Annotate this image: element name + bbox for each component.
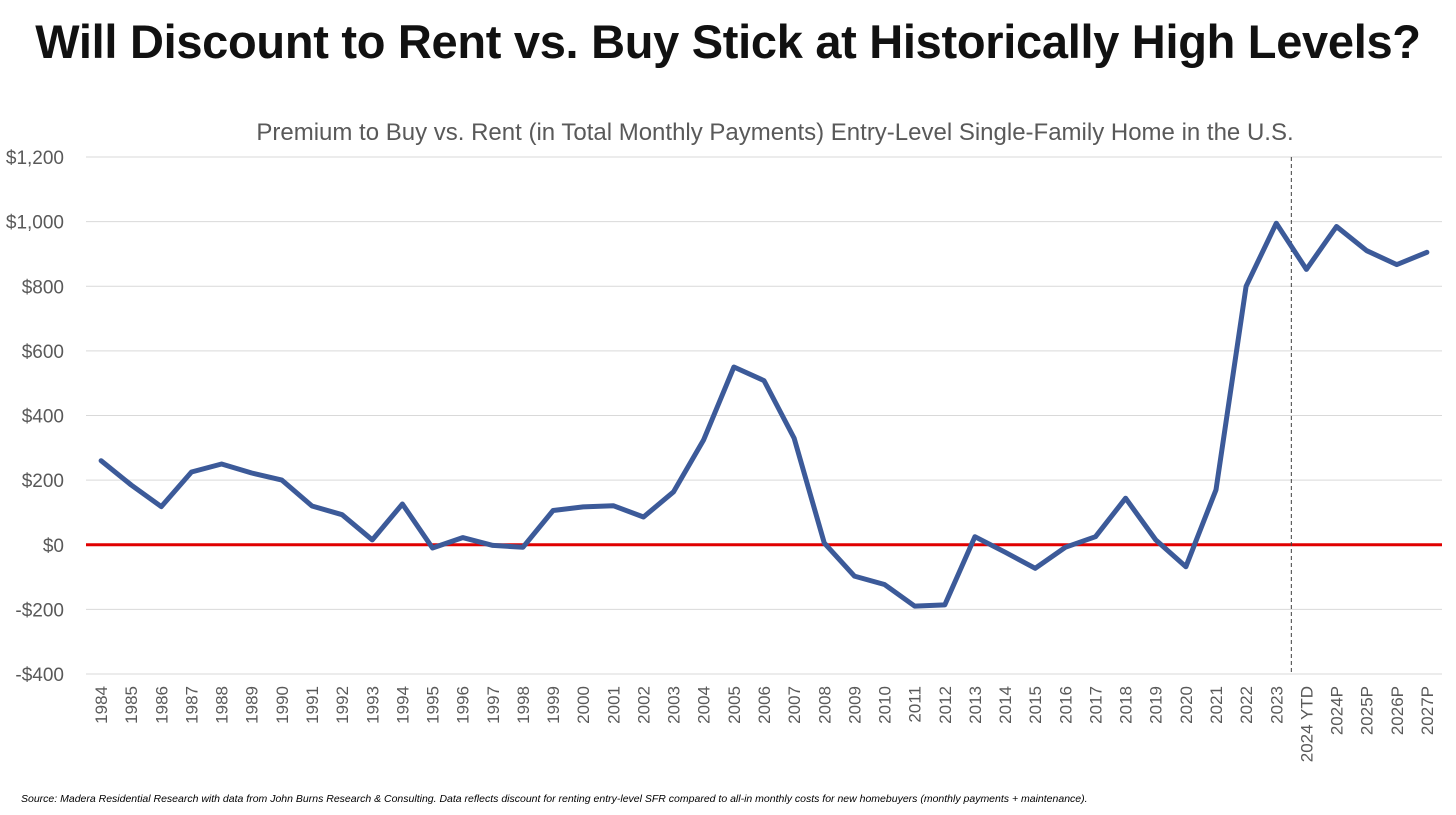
x-tick-label: 1997 xyxy=(484,686,503,724)
x-tick-label: 2015 xyxy=(1026,686,1045,724)
x-tick-label: 1988 xyxy=(213,686,232,724)
x-tick-label: 2024P xyxy=(1328,686,1347,735)
y-tick-label: -$200 xyxy=(15,600,64,621)
x-tick-label: 2005 xyxy=(725,686,744,724)
grid-lines xyxy=(86,156,1442,675)
x-tick-label: 2001 xyxy=(604,686,623,724)
y-tick-label: $1,000 xyxy=(6,213,64,234)
x-tick-label: 2009 xyxy=(845,686,864,724)
x-tick-label: 2002 xyxy=(634,686,653,724)
x-tick-label: 1986 xyxy=(152,686,171,724)
series-layer xyxy=(98,220,1430,609)
x-tick-label: 1998 xyxy=(514,686,533,724)
x-tick-label: 2008 xyxy=(815,686,834,724)
x-tick-label: 2020 xyxy=(1177,686,1196,724)
x-tick-label: 2004 xyxy=(695,686,714,724)
x-tick-label: 2023 xyxy=(1267,686,1286,724)
x-tick-label: 2014 xyxy=(996,686,1015,724)
source-note: Source: Madera Residential Research with… xyxy=(21,793,1088,805)
x-tick-label: 2018 xyxy=(1117,686,1136,724)
y-tick-label: $0 xyxy=(43,536,64,557)
x-tick-label: 1999 xyxy=(544,686,563,724)
y-tick-label: $400 xyxy=(22,407,64,428)
x-tick-label: 2006 xyxy=(755,686,774,724)
x-tick-label: 2017 xyxy=(1086,686,1105,724)
x-tick-label: 2027P xyxy=(1418,686,1437,735)
chart-title: Premium to Buy vs. Rent (in Total Monthl… xyxy=(256,119,1293,146)
y-tick-label: $600 xyxy=(22,342,64,363)
y-tick-label: $800 xyxy=(22,277,64,298)
x-tick-label: 1984 xyxy=(92,686,111,724)
x-tick-label: 1996 xyxy=(454,686,473,724)
x-tick-label: 2003 xyxy=(665,686,684,724)
x-tick-label: 2007 xyxy=(785,686,804,724)
x-tick-label: 2026P xyxy=(1388,686,1407,735)
y-axis-tick-labels: -$400 -$200 $0 $200 $400 $600 $800 $1,000 $1,200 xyxy=(6,148,64,686)
x-tick-label: 1993 xyxy=(363,686,382,724)
x-tick-label: 1994 xyxy=(393,686,412,724)
x-tick-label: 1992 xyxy=(333,686,352,724)
page-headline: Will Discount to Rent vs. Buy Stick at H… xyxy=(35,15,1421,68)
x-tick-label: 2022 xyxy=(1237,686,1256,724)
x-tick-label: 2019 xyxy=(1147,686,1166,724)
x-tick-label: 2012 xyxy=(936,686,955,724)
x-tick-label: 1989 xyxy=(243,686,262,724)
x-tick-label: 1990 xyxy=(273,686,292,724)
x-tick-label: 2025P xyxy=(1358,686,1377,735)
x-tick-label: 2013 xyxy=(966,686,985,724)
x-tick-label: 2021 xyxy=(1207,686,1226,724)
x-tick-label: 1987 xyxy=(182,686,201,724)
x-tick-label: 1985 xyxy=(122,686,141,724)
x-tick-label: 1991 xyxy=(303,686,322,724)
x-tick-label: 2016 xyxy=(1056,686,1075,724)
x-tick-label: 2010 xyxy=(876,686,895,724)
y-tick-label: $200 xyxy=(22,471,64,492)
x-tick-label: 2011 xyxy=(906,686,925,723)
y-tick-label: -$400 xyxy=(15,665,64,686)
series-line xyxy=(98,220,1430,609)
x-tick-label: 2024 YTD xyxy=(1297,686,1316,762)
x-tick-label: 1995 xyxy=(424,686,443,724)
x-tick-label: 2000 xyxy=(574,686,593,724)
y-tick-label: $1,200 xyxy=(6,148,64,169)
x-axis-tick-labels: 1984 1985 1986 1987 1988 1989 1990 1991 1992 1993… xyxy=(92,686,1437,762)
